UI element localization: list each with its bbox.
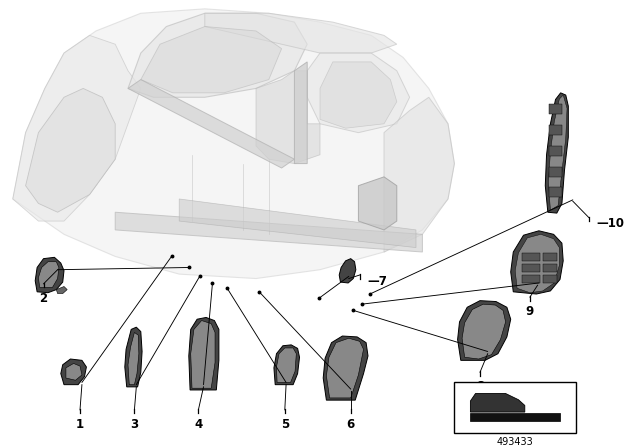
Polygon shape	[13, 9, 454, 279]
Polygon shape	[274, 345, 300, 385]
Polygon shape	[549, 167, 562, 177]
Polygon shape	[35, 257, 64, 293]
Polygon shape	[61, 359, 86, 385]
Polygon shape	[470, 393, 525, 412]
Polygon shape	[545, 93, 568, 213]
Polygon shape	[549, 187, 562, 197]
Polygon shape	[462, 304, 506, 359]
Polygon shape	[515, 234, 559, 293]
Text: 5: 5	[281, 418, 289, 431]
Text: 2: 2	[40, 292, 47, 305]
Polygon shape	[307, 53, 410, 133]
Polygon shape	[141, 26, 282, 93]
Polygon shape	[548, 95, 567, 210]
Polygon shape	[339, 258, 356, 283]
Text: 6: 6	[347, 418, 355, 431]
Text: —10: —10	[596, 217, 625, 230]
Text: 493433: 493433	[497, 437, 534, 447]
Text: 1: 1	[76, 418, 84, 431]
Bar	[470, 413, 560, 421]
Polygon shape	[358, 177, 397, 230]
Polygon shape	[191, 321, 215, 388]
Polygon shape	[320, 62, 397, 128]
Polygon shape	[323, 336, 368, 400]
Polygon shape	[384, 97, 454, 252]
Bar	[543, 275, 557, 283]
Polygon shape	[326, 338, 364, 398]
Polygon shape	[256, 71, 320, 164]
Polygon shape	[66, 363, 82, 380]
Bar	[522, 253, 540, 261]
Polygon shape	[549, 125, 562, 135]
Polygon shape	[56, 287, 67, 293]
Polygon shape	[511, 231, 563, 294]
Bar	[543, 264, 557, 272]
Polygon shape	[294, 62, 307, 164]
Polygon shape	[458, 301, 511, 360]
Polygon shape	[128, 332, 139, 385]
Text: 8: 8	[476, 380, 484, 393]
Bar	[522, 275, 540, 283]
Bar	[522, 264, 540, 272]
Polygon shape	[13, 35, 141, 221]
Polygon shape	[276, 348, 296, 383]
Bar	[543, 253, 557, 261]
Text: 3: 3	[131, 418, 138, 431]
Bar	[454, 383, 576, 433]
Polygon shape	[26, 88, 115, 212]
Text: 9: 9	[526, 305, 534, 318]
Polygon shape	[115, 212, 422, 252]
Polygon shape	[125, 327, 142, 387]
Polygon shape	[38, 262, 59, 287]
Polygon shape	[189, 318, 219, 390]
Polygon shape	[205, 13, 397, 53]
Polygon shape	[128, 80, 294, 168]
Polygon shape	[549, 104, 562, 114]
Text: —7: —7	[367, 275, 387, 288]
Polygon shape	[128, 13, 307, 97]
Polygon shape	[179, 199, 416, 248]
Text: 4: 4	[195, 418, 202, 431]
Polygon shape	[549, 146, 562, 155]
